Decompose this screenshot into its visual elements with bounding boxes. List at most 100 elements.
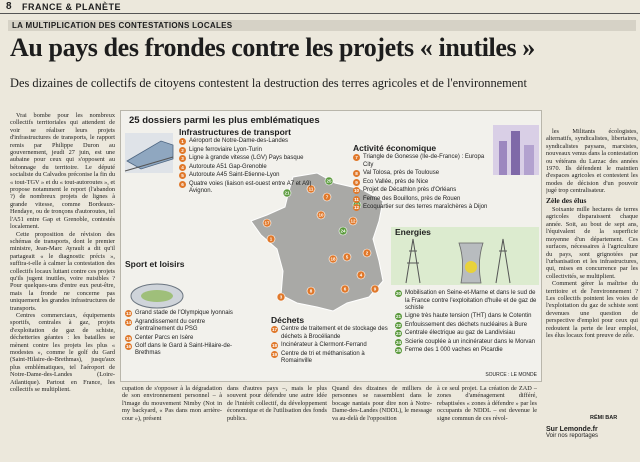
- item-number: 24: [395, 338, 402, 346]
- map-marker: [322, 192, 332, 202]
- item-number: 21: [395, 313, 402, 321]
- item-label: Centrale électrique au gaz de Landivisia…: [405, 330, 516, 337]
- map-marker: [356, 270, 366, 280]
- right-column: les Militants écologistes, alternatifs, …: [546, 128, 638, 393]
- list-item: 8 Val Tolosa, près de Toulouse: [353, 170, 491, 178]
- page-header: 8 FRANCE & PLANÈTE: [0, 0, 640, 14]
- item-number: 19: [271, 350, 278, 358]
- bottom-column: à ce seul projet. La création de ZAD – z…: [437, 385, 537, 422]
- spacer: [395, 238, 537, 290]
- subtitle: Des dizaines de collectifs de citoyens c…: [10, 76, 527, 90]
- item-label: Autoroute A45 Saint-Etienne-Lyon: [189, 172, 280, 179]
- headline: Au pays des frondes contre les projets «…: [10, 33, 535, 62]
- paragraph: Comment gérer la maîtrise du territoire …: [546, 280, 638, 339]
- promo-site: Sur Lemonde.fr: [546, 426, 598, 433]
- list-item: 18 Incinérateur à Clermont-Ferrand: [271, 342, 389, 350]
- item-number: 16: [125, 343, 132, 351]
- left-column: Vrai bombe pour les nombreux collectifs …: [10, 112, 115, 457]
- list-item: 14 Agrandissement du centre d'entraînemen…: [125, 318, 237, 334]
- section-name: FRANCE & PLANÈTE: [22, 2, 122, 12]
- map-marker: [306, 184, 316, 194]
- block-heading: Infrastructures de transport: [179, 127, 291, 137]
- item-number: 7: [353, 154, 360, 162]
- signature: RÉMI BAR: [590, 415, 618, 421]
- list-item: 4 Autoroute A51 Gap-Grenoble: [179, 163, 314, 171]
- infographic: 25 dossiers parmi les plus emblématiques: [120, 110, 542, 382]
- paragraph: Vrai bombe pour les nombreux collectifs …: [10, 112, 115, 231]
- energy-illustration: [391, 227, 539, 285]
- block-heading: Energies: [395, 227, 431, 237]
- map-marker-number: 9: [374, 287, 377, 292]
- sport-block: Sport et loisirs 13 Grand stade de l'Olymp…: [125, 260, 237, 359]
- item-number: 5: [179, 172, 186, 180]
- city-illustration: [493, 125, 539, 175]
- stadium-illustration: [130, 283, 184, 309]
- transport-block: Infrastructures de transport 1 Aéroport de…: [179, 127, 314, 197]
- spacer: [125, 270, 237, 310]
- item-label: Eco Vallée, près de Nice: [363, 178, 429, 185]
- map-marker: [324, 176, 334, 186]
- item-label: Ligne à grande vitesse (LGV) Pays basque: [189, 155, 304, 162]
- item-number: 15: [125, 334, 132, 342]
- list-item: 3 Ligne à grande vitesse (LGV) Pays basqu…: [179, 155, 314, 163]
- list-item: 20 Mobilisation en Seine-et-Marne et dans…: [395, 290, 537, 312]
- map-marker: [340, 284, 350, 294]
- item-number: 12: [353, 204, 360, 212]
- map-marker-number: 2: [366, 251, 369, 256]
- list-item: 1 Aéroport de Notre-Dame-des-Landes: [179, 138, 314, 146]
- bottom-column: cupation de s'opposer à la dégradation d…: [122, 385, 222, 422]
- item-label: Ferme des Bouillons, près de Rouen: [363, 195, 461, 202]
- item-label: Quatre voies (liaison est-ouest entre A7…: [189, 180, 312, 195]
- item-number: 6: [179, 180, 186, 188]
- map-marker: [338, 226, 348, 236]
- map-marker-number: 5: [346, 255, 349, 260]
- energy-block: Energies 20 Mobilisation en Seine-et-Marne…: [395, 227, 537, 356]
- promo-text: Voir nos reportages: [546, 433, 599, 439]
- list-item: 24 Scierie couplée à un incinérateur dans…: [395, 338, 537, 346]
- list-item: 21 Ligne très haute tension (THT) dans le…: [395, 313, 537, 321]
- economy-block: Activité économique 7 Triangle de Gonesse …: [353, 144, 491, 213]
- map-marker-number: 1: [270, 237, 273, 242]
- item-label: Incinérateur à Clermont-Ferrand: [281, 342, 367, 349]
- item-label: Aéroport de Notre-Dame-des-Landes: [189, 138, 289, 145]
- list-item: 11 Ferme des Bouillons, près de Rouen: [353, 195, 491, 203]
- item-number: 17: [271, 326, 278, 334]
- list-item: 7 Triangle de Gonesse (Ile-de-France) : E…: [353, 154, 491, 169]
- illustrations: 123456789101112171821222425: [124, 125, 539, 312]
- item-number: 23: [395, 330, 402, 338]
- list-item: 5 Autoroute A45 Saint-Etienne-Lyon: [179, 172, 314, 180]
- item-number: 11: [353, 195, 360, 203]
- block-heading: Déchets: [271, 315, 305, 325]
- item-number: 13: [125, 310, 132, 318]
- item-number: 22: [395, 321, 402, 329]
- map-marker: [328, 254, 338, 264]
- paragraph: les Militants écologistes, alternatifs, …: [546, 128, 638, 195]
- source: SOURCE : LE MONDE: [485, 372, 537, 378]
- list-item: 23 Centrale électrique au gaz de Landivis…: [395, 330, 537, 338]
- map-marker: [362, 248, 372, 258]
- map-marker-number: 3: [280, 295, 283, 300]
- item-number: 4: [179, 163, 186, 171]
- bottom-column: Quand des dizaines de milliers de person…: [332, 385, 432, 422]
- map-marker-number: 17: [264, 221, 270, 226]
- item-number: 8: [353, 170, 360, 178]
- list-item: 15 Center Parcs en Isère: [125, 334, 237, 342]
- page-number: 8: [6, 1, 12, 12]
- kicker: LA MULTIPLICATION DES CONTESTATIONS LOCA…: [8, 20, 636, 31]
- list-item: 19 Centre de tri et méthanisation à Romai…: [271, 350, 389, 366]
- map-marker-number: 12: [350, 219, 356, 224]
- item-label: Mobilisation en Seine-et-Marne et dans l…: [405, 290, 537, 311]
- map-marker-number: 18: [330, 257, 336, 262]
- map-marker: [342, 252, 352, 262]
- item-label: Centre de traitement et de stockage des …: [281, 326, 388, 340]
- list-item: 12 Ecoquartier sur des terres maraîchères…: [353, 204, 491, 212]
- list-item: 10 Projet de Décathlon près d'Orléans: [353, 187, 491, 195]
- map-marker: [282, 188, 292, 198]
- map-marker: [262, 218, 272, 228]
- item-number: 18: [271, 342, 278, 350]
- list-item: 25 Ferme des 1 000 vaches en Picardie: [395, 347, 537, 355]
- list-item: 6 Quatre voies (liaison est-ouest entre A…: [179, 180, 314, 196]
- item-label: Ligne ferroviaire Lyon-Turin: [189, 146, 262, 153]
- item-label: Projet de Décathlon près d'Orléans: [363, 187, 457, 194]
- map-marker-number: 4: [360, 273, 363, 278]
